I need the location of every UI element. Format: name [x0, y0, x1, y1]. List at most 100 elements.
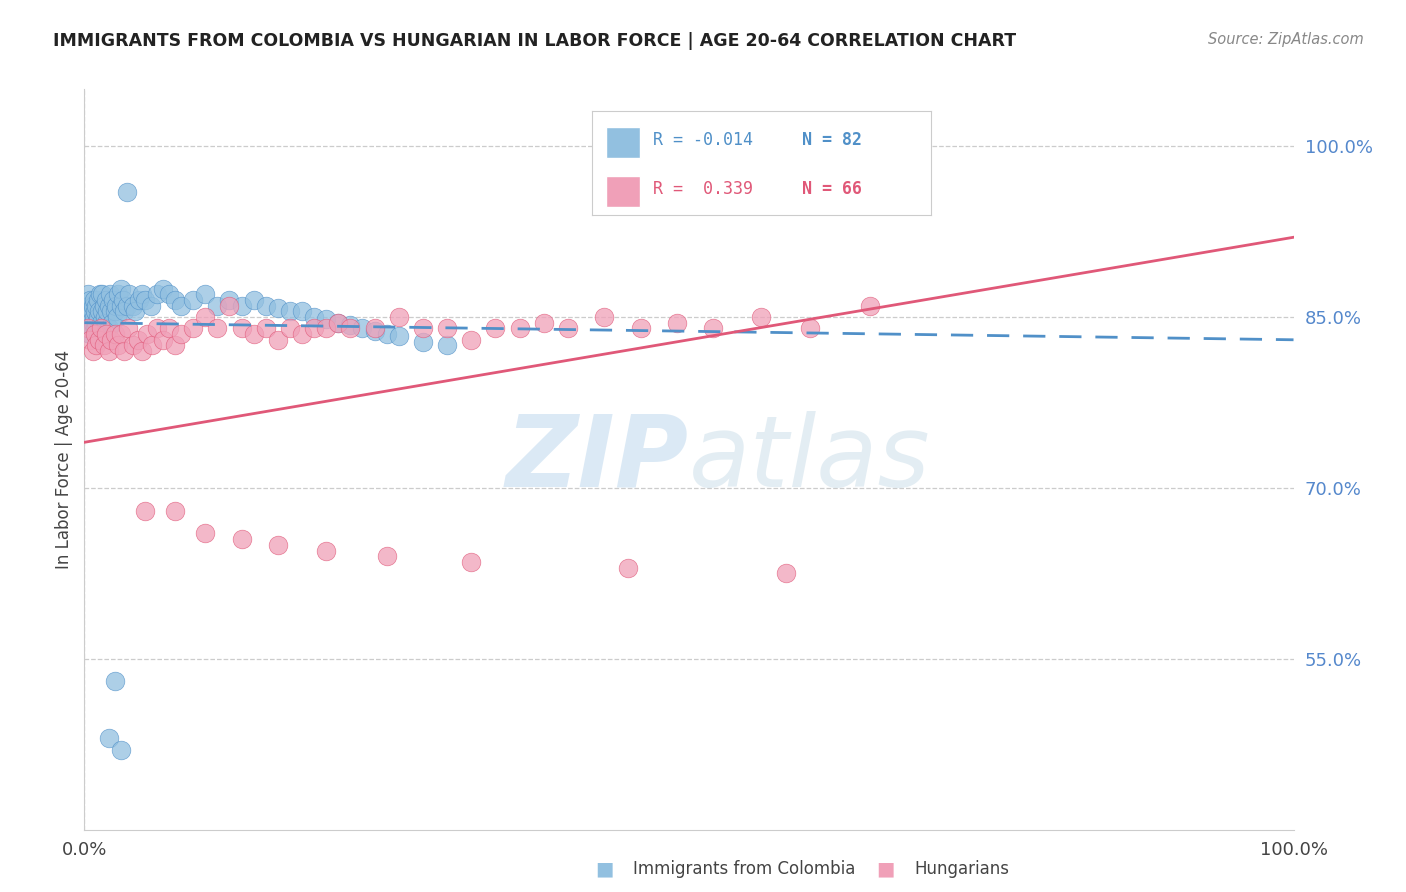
Point — [363, 321, 385, 335]
Point — [86, 310, 108, 324]
Point — [291, 304, 314, 318]
Point — [80, 321, 103, 335]
Point — [460, 333, 482, 347]
Point — [115, 185, 138, 199]
Point — [181, 321, 204, 335]
Point — [101, 316, 124, 330]
Point — [110, 327, 132, 342]
Point — [87, 321, 110, 335]
Point — [91, 287, 114, 301]
Point — [194, 526, 217, 541]
Point — [194, 287, 217, 301]
Point — [799, 321, 821, 335]
Point — [79, 327, 101, 342]
Point — [107, 338, 129, 352]
Point — [77, 299, 100, 313]
Point — [128, 293, 150, 307]
Point — [242, 293, 264, 307]
Point — [170, 327, 193, 342]
Point — [859, 299, 882, 313]
Point — [121, 299, 143, 313]
Point — [315, 312, 337, 326]
Text: ZIP: ZIP — [506, 411, 689, 508]
Point — [84, 304, 107, 318]
Point — [131, 287, 153, 301]
Text: Source: ZipAtlas.com: Source: ZipAtlas.com — [1208, 32, 1364, 47]
Point — [79, 310, 101, 324]
Point — [76, 321, 98, 335]
Point — [291, 327, 314, 342]
Point — [84, 321, 107, 335]
Point — [134, 503, 156, 517]
Text: Hungarians: Hungarians — [914, 860, 1010, 878]
Point — [194, 310, 217, 324]
Point — [218, 299, 240, 313]
Point — [94, 293, 117, 307]
Point — [436, 321, 458, 335]
Point — [484, 321, 506, 335]
Text: ■: ■ — [876, 859, 896, 879]
Point — [84, 327, 107, 342]
Point — [278, 304, 301, 318]
Point — [231, 299, 253, 313]
Point — [339, 318, 361, 332]
Point — [302, 321, 325, 335]
Point — [181, 293, 204, 307]
Point — [118, 287, 141, 301]
Point — [139, 299, 162, 313]
Point — [533, 316, 555, 330]
Point — [104, 299, 127, 313]
Point — [82, 316, 104, 330]
Point — [80, 304, 103, 318]
Point — [665, 316, 688, 330]
Point — [100, 333, 122, 347]
Point — [388, 329, 411, 343]
Point — [93, 338, 115, 352]
Point — [97, 321, 120, 335]
Point — [207, 321, 229, 335]
Point — [388, 310, 411, 324]
Point — [231, 532, 253, 546]
Point — [97, 731, 120, 746]
Point — [460, 555, 482, 569]
Point — [79, 293, 101, 307]
Point — [146, 287, 169, 301]
Point — [207, 299, 229, 313]
Point — [79, 333, 101, 347]
Point — [593, 310, 616, 324]
Point — [315, 321, 337, 335]
Point — [157, 321, 180, 335]
Point — [152, 281, 174, 295]
Point — [83, 310, 105, 324]
Point — [412, 334, 434, 349]
Point — [278, 321, 301, 335]
Point — [302, 310, 325, 324]
Point — [91, 304, 114, 318]
Point — [96, 304, 118, 318]
Point — [115, 299, 138, 313]
Text: ■: ■ — [595, 859, 614, 879]
Point — [775, 566, 797, 581]
Point — [218, 293, 240, 307]
Point — [617, 560, 640, 574]
Point — [509, 321, 531, 335]
Point — [157, 287, 180, 301]
Point — [112, 304, 135, 318]
Point — [86, 316, 108, 330]
Point — [557, 321, 579, 335]
Point — [110, 281, 132, 295]
Point — [315, 543, 337, 558]
Point — [267, 538, 290, 552]
Point — [112, 344, 135, 359]
Point — [136, 327, 159, 342]
Point — [121, 338, 143, 352]
Point — [103, 293, 125, 307]
Point — [352, 321, 374, 335]
Point — [412, 321, 434, 335]
Point — [702, 321, 724, 335]
Text: atlas: atlas — [689, 411, 931, 508]
Point — [267, 301, 290, 315]
Point — [77, 287, 100, 301]
Point — [110, 299, 132, 313]
Point — [165, 293, 187, 307]
